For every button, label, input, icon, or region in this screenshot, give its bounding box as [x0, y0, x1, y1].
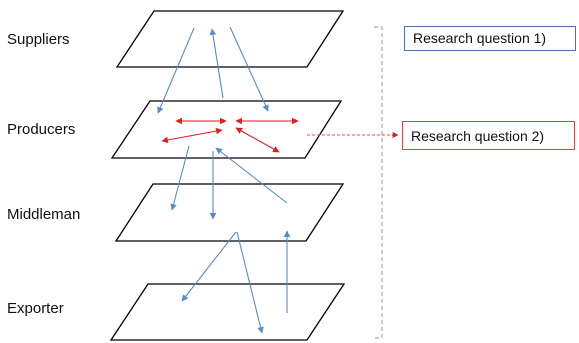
layer-label-middleman: Middleman [7, 206, 81, 223]
flow-arrow [229, 26, 269, 112]
plane-suppliers [115, 10, 345, 68]
research-question-2-box: Research question 2) [402, 121, 575, 150]
plane-producers [110, 100, 343, 159]
layer-label-exporter: Exporter [7, 300, 64, 317]
flow-arrow [236, 231, 264, 334]
flow-arrow [157, 27, 195, 114]
grouping-bracket [374, 26, 383, 339]
plane-middleman [114, 183, 345, 242]
research-question-1-box: Research question 1) [404, 26, 576, 51]
interaction-arrow [235, 127, 280, 153]
plane-exporter [109, 283, 346, 341]
flow-arrow [170, 145, 190, 211]
layer-label-suppliers: Suppliers [7, 31, 70, 48]
flow-arrow [181, 231, 237, 302]
flow-arrow [215, 147, 288, 204]
layer-label-producers: Producers [7, 121, 76, 138]
flow-arrow [209, 28, 224, 99]
interaction-arrow [161, 127, 223, 144]
